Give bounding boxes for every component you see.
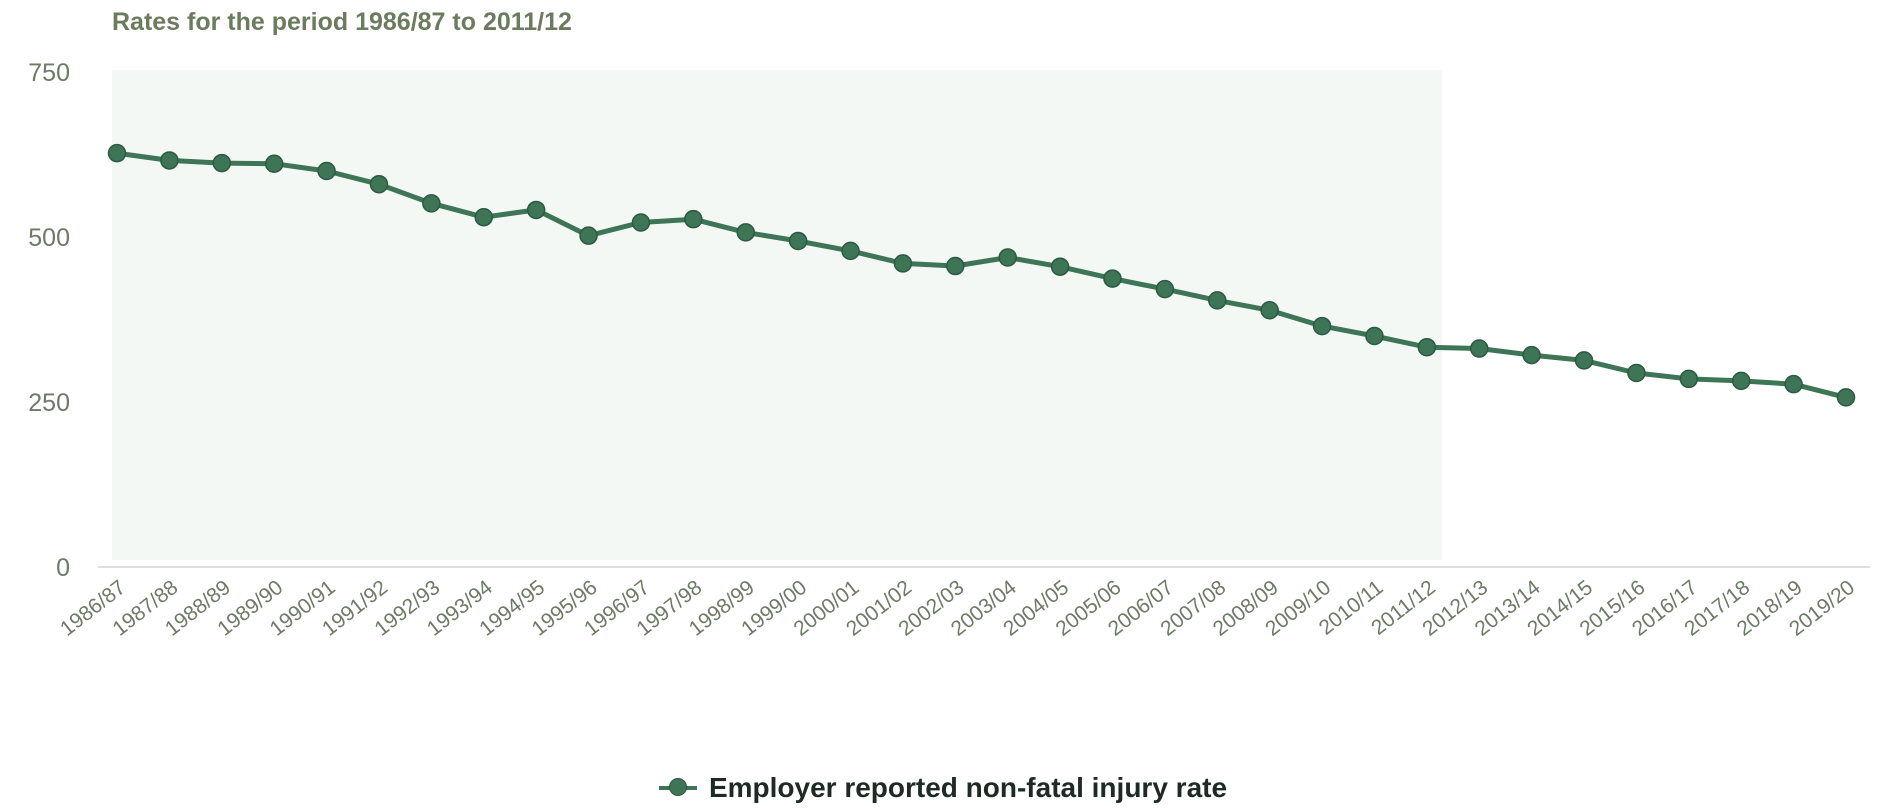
legend: Employer reported non-fatal injury rate	[0, 770, 1886, 806]
data-point	[1260, 301, 1279, 320]
series-layer	[107, 143, 1856, 407]
data-point	[1836, 388, 1856, 407]
data-point	[160, 151, 179, 170]
y-tick-label: 750	[28, 59, 70, 87]
legend-marker-icon	[658, 778, 697, 798]
data-point	[788, 231, 808, 251]
data-point	[1312, 316, 1332, 336]
data-point	[1522, 345, 1541, 365]
data-point	[474, 207, 494, 227]
data-point	[1574, 351, 1594, 370]
data-point	[1208, 291, 1227, 310]
chart-title: Rates for the period 1986/87 to 2011/12	[112, 8, 572, 36]
data-point	[1731, 371, 1751, 391]
data-point	[264, 154, 284, 173]
data-point	[1050, 257, 1070, 276]
data-point	[1784, 374, 1803, 394]
data-point	[1417, 337, 1437, 357]
data-point	[212, 153, 232, 173]
data-point	[998, 248, 1017, 267]
x-axis-ticks: 1986/871987/881988/891989/901990/911991/…	[56, 576, 1859, 641]
data-point	[946, 256, 965, 276]
data-point	[684, 209, 703, 229]
data-point	[107, 143, 127, 163]
y-axis-ticks: 0 250 500 750	[28, 59, 70, 582]
data-point	[1679, 369, 1699, 389]
data-point	[841, 241, 860, 261]
data-point	[1469, 339, 1489, 358]
plot-background	[112, 70, 1442, 560]
data-point	[736, 223, 755, 242]
legend-label: Employer reported non-fatal injury rate	[708, 772, 1228, 803]
data-point	[1103, 269, 1122, 288]
data-point	[579, 226, 598, 245]
data-point	[631, 213, 651, 232]
data-point	[526, 200, 546, 220]
y-tick-label: 500	[28, 224, 70, 252]
series-line	[114, 150, 1849, 400]
y-tick-label: 0	[56, 554, 70, 582]
data-point	[422, 194, 441, 213]
data-point	[369, 174, 389, 194]
data-point	[1627, 363, 1646, 383]
line-chart: 0 250 500 750 1986/871987/881988/891989/901…	[28, 59, 1870, 641]
data-point	[317, 161, 336, 181]
data-point	[1155, 279, 1175, 299]
data-point	[1365, 326, 1384, 346]
data-point	[893, 254, 913, 273]
y-tick-label: 250	[28, 389, 70, 417]
